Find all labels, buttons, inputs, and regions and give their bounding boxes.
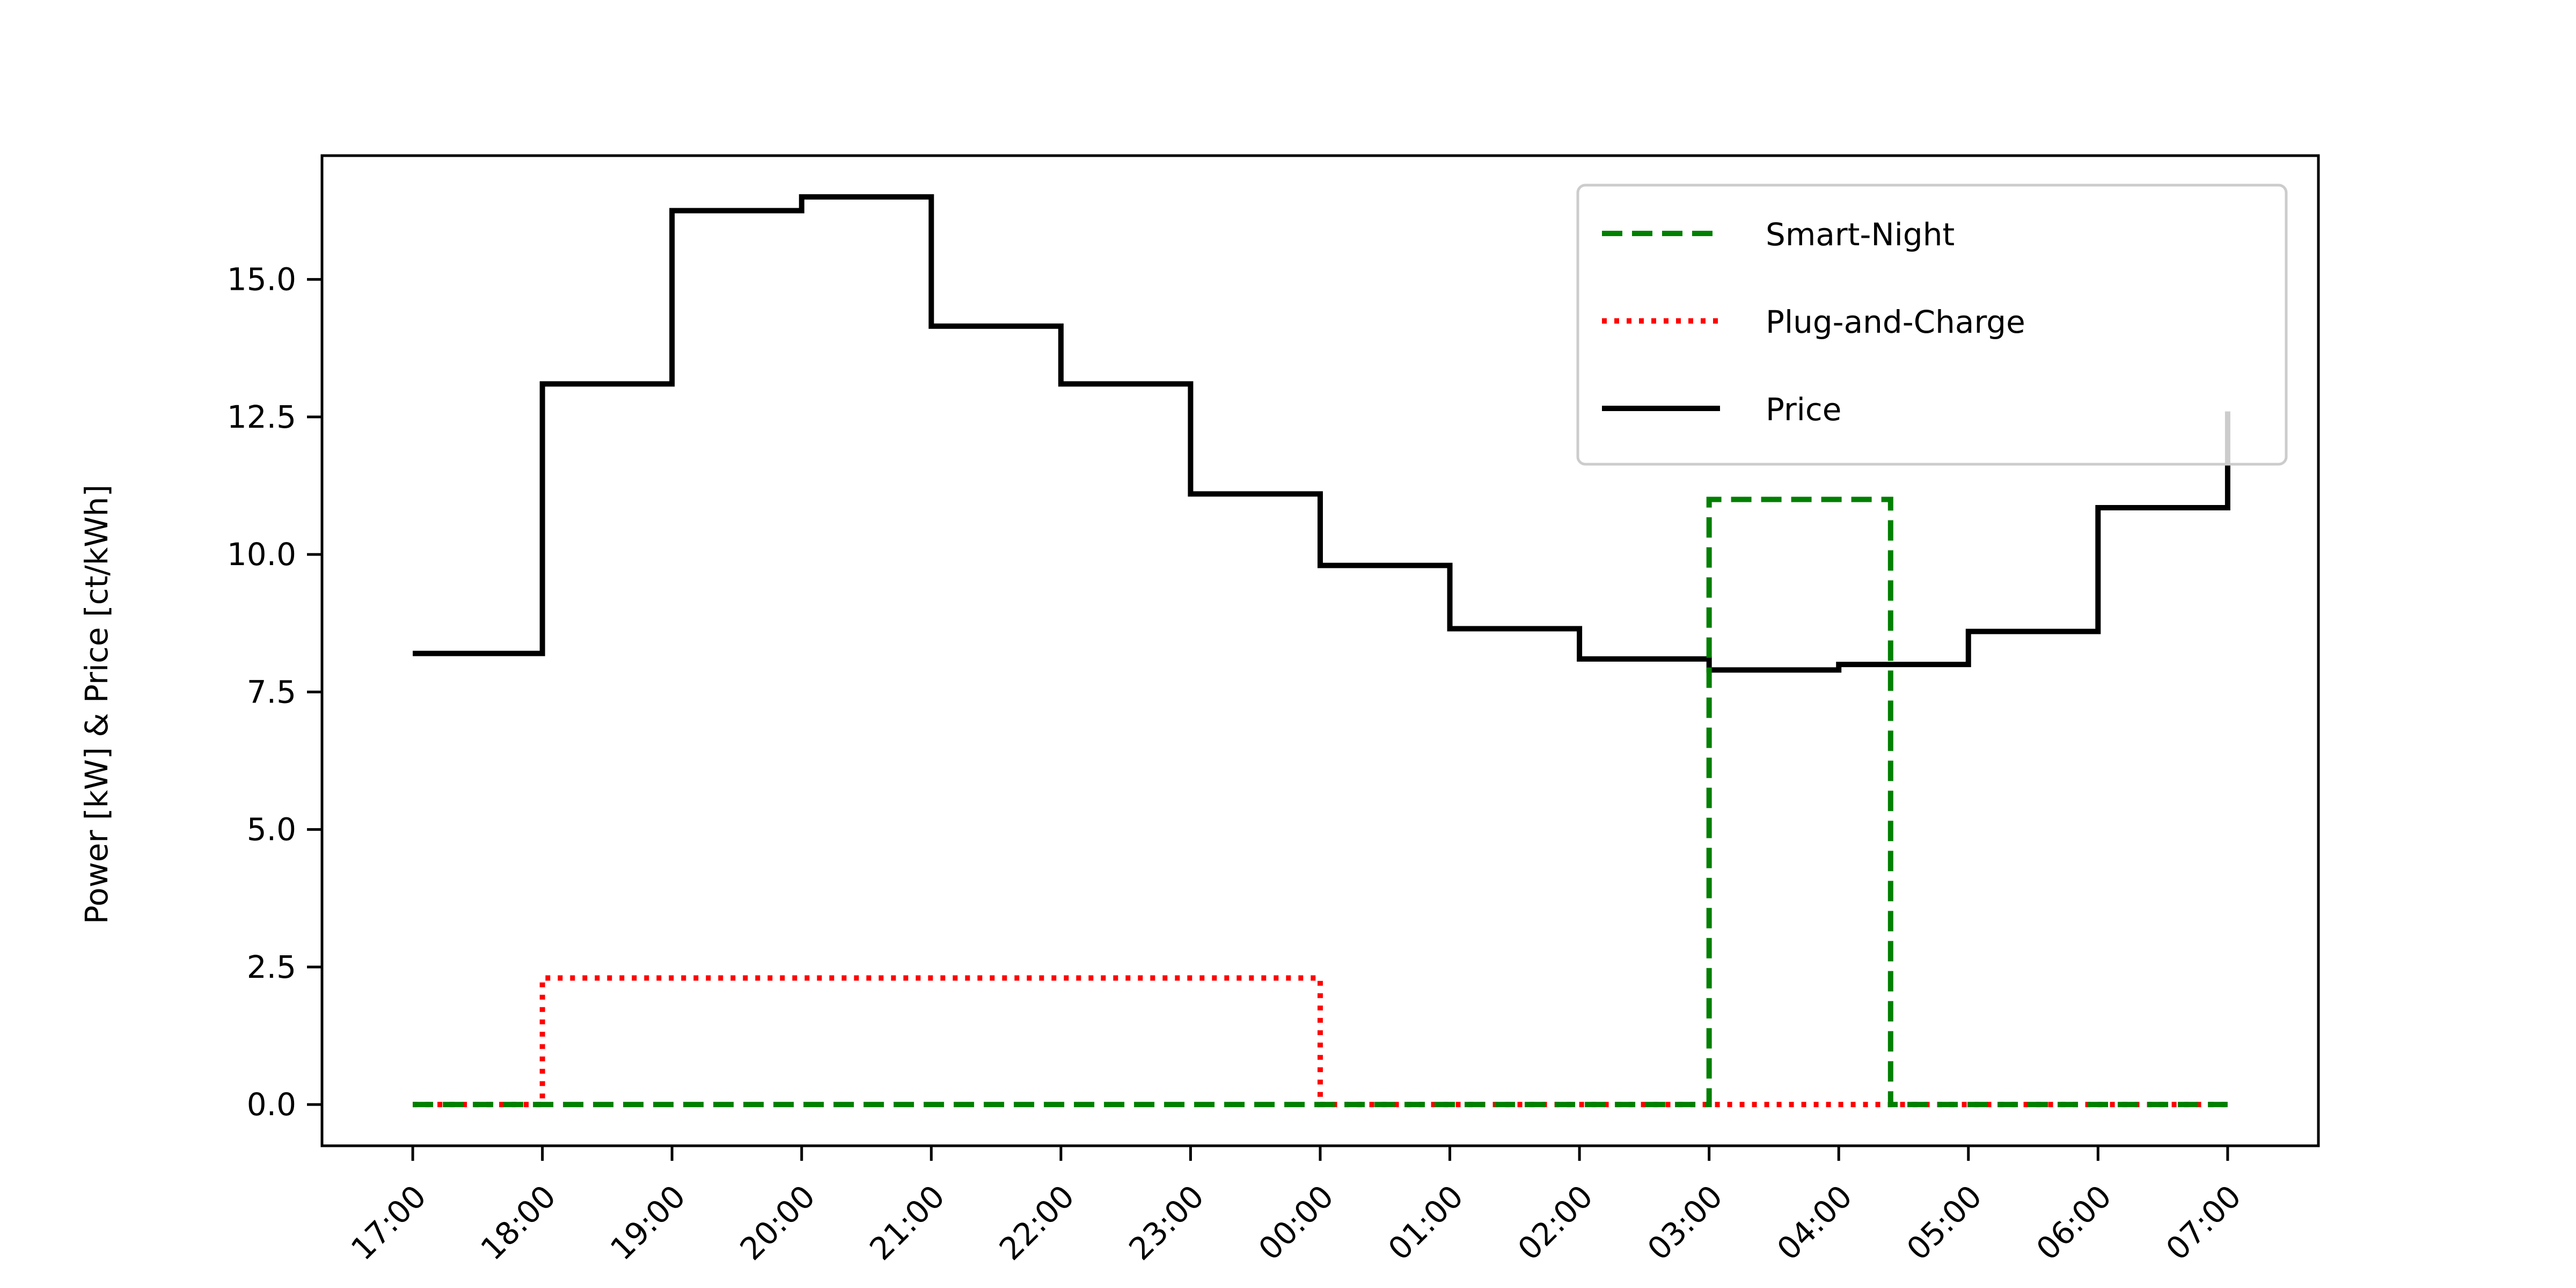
x-tick-label: 20:00 (733, 1178, 822, 1267)
y-tick-label: 15.0 (227, 261, 296, 298)
y-tick-label: 5.0 (247, 811, 296, 848)
x-tick-label: 03:00 (1641, 1178, 1730, 1267)
x-tick-label: 06:00 (2029, 1178, 2118, 1267)
series-line-smart-night (413, 496, 2228, 1108)
x-tick-label: 04:00 (1770, 1178, 1859, 1267)
x-axis: 17:00 18:00 19:00 20:00 21:00 22:00 23:00 00:00… (344, 1146, 2248, 1267)
legend-label: Plug-and-Charge (1766, 304, 2025, 340)
y-tick-label: 2.5 (247, 949, 296, 985)
x-tick-label: 17:00 (344, 1178, 433, 1267)
y-axis-label: Power [kW] & Price [ct/kWh] (78, 485, 115, 924)
x-tick-label: 01:00 (1381, 1178, 1470, 1267)
y-tick-label: 10.0 (227, 536, 296, 573)
y-tick-label: 0.0 (247, 1086, 296, 1123)
legend-label: Price (1766, 391, 1842, 428)
series-line-price (413, 194, 2230, 673)
y-axis: 0.0 2.5 5.0 7.5 10.0 12.5 15.0 (227, 261, 322, 1123)
series-group (413, 194, 2230, 1108)
x-tick-label: 02:00 (1511, 1178, 1600, 1267)
y-tick-label: 12.5 (227, 399, 296, 435)
legend-box (1576, 184, 2288, 466)
series-line-plug-and-charge (413, 975, 2228, 1108)
x-tick-label: 21:00 (862, 1178, 952, 1267)
x-tick-label: 19:00 (603, 1178, 692, 1267)
legend-label: Smart-Night (1766, 216, 1955, 253)
x-tick-label: 22:00 (992, 1178, 1081, 1267)
legend: Smart-Night Plug-and-Charge Price (1576, 184, 2288, 466)
x-tick-label: 05:00 (1900, 1178, 1989, 1267)
y-tick-label: 7.5 (247, 674, 296, 710)
x-tick-label: 07:00 (2159, 1178, 2248, 1267)
x-tick-label: 18:00 (474, 1178, 563, 1267)
x-tick-label: 23:00 (1122, 1178, 1211, 1267)
x-tick-label: 00:00 (1252, 1178, 1341, 1267)
